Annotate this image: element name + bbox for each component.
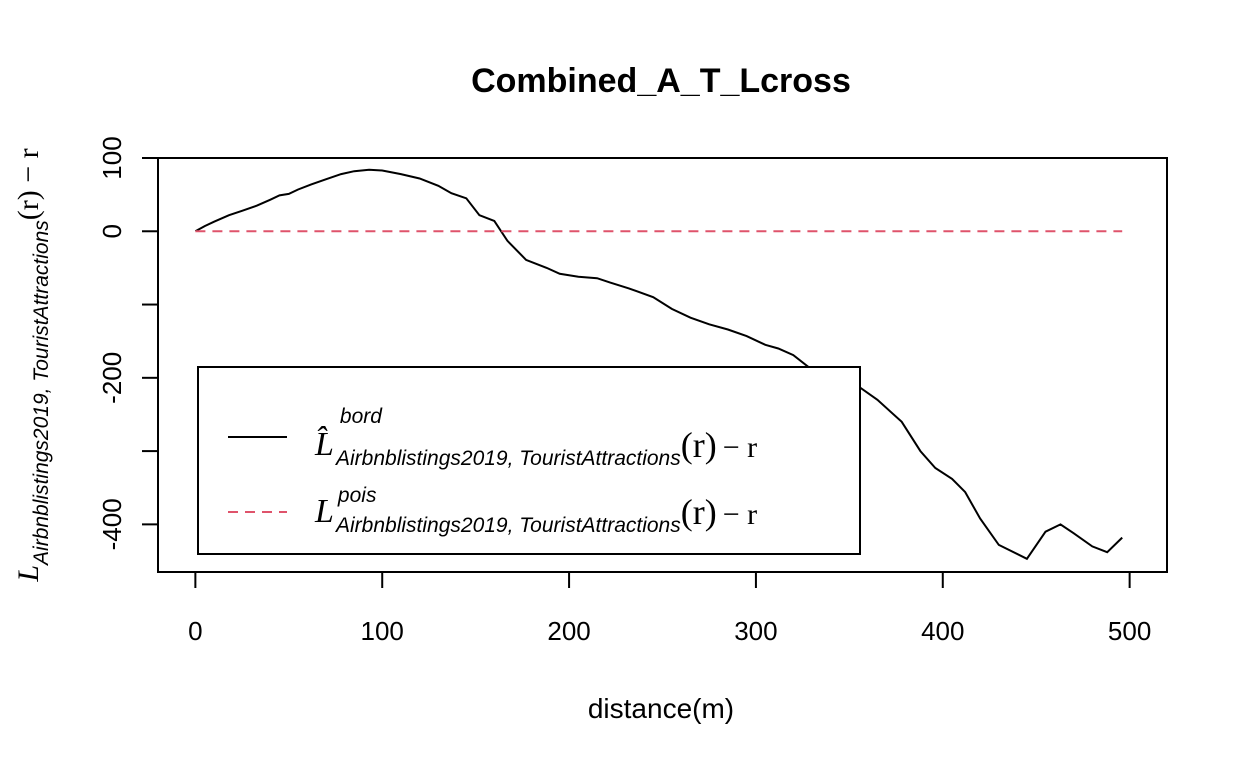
legend-bord-sub: Airbnblistings2019, TouristAttractions bbox=[334, 447, 681, 470]
legend-bord-main: L̂ bbox=[314, 425, 334, 463]
series-layer bbox=[194, 168, 1123, 561]
legend-pois-sup: pois bbox=[337, 484, 377, 507]
x-tick-label: 400 bbox=[921, 616, 964, 646]
x-tick-label: 0 bbox=[188, 616, 202, 646]
legend-pois-minus: − r bbox=[723, 498, 757, 531]
legend-bord-sup: bord bbox=[340, 405, 383, 428]
y-axis-label-main: L bbox=[12, 565, 45, 583]
legend-bord-minus: − r bbox=[723, 431, 757, 464]
x-tick-label: 300 bbox=[734, 616, 777, 646]
legend-pois-tail: (r) bbox=[681, 492, 717, 532]
y-tick-label: -200 bbox=[97, 352, 127, 404]
x-axis-label: distance(m) bbox=[588, 693, 734, 724]
legend-box bbox=[197, 366, 861, 555]
y-tick-label: 0 bbox=[97, 224, 127, 238]
y-axis: 100 0 -200 -400 bbox=[97, 136, 159, 550]
legend-pois-sub: Airbnblistings2019, TouristAttractions bbox=[334, 514, 681, 537]
x-tick-label: 100 bbox=[361, 616, 404, 646]
y-tick-label: -400 bbox=[97, 498, 127, 550]
x-tick-label: 500 bbox=[1108, 616, 1151, 646]
x-axis: 0 100 200 300 400 500 bbox=[188, 571, 1151, 646]
series-line-bord bbox=[194, 168, 1123, 561]
y-axis-label-tail: (r) − r bbox=[12, 148, 45, 220]
legend-pois-main: L bbox=[314, 493, 334, 530]
legend: L̂ bord Airbnblistings2019, TouristAttrac… bbox=[197, 366, 861, 555]
legend-entry-bord: L̂ bord Airbnblistings2019, TouristAttrac… bbox=[314, 405, 757, 470]
x-tick-label: 200 bbox=[547, 616, 590, 646]
y-tick-label: 100 bbox=[97, 136, 127, 179]
y-axis-label: LAirbnblistings2019, TouristAttractions(… bbox=[12, 148, 53, 582]
y-axis-label-sub: Airbnblistings2019, TouristAttractions bbox=[30, 220, 53, 567]
chart-title: Combined_A_T_Lcross bbox=[471, 62, 851, 100]
legend-bord-tail: (r) bbox=[681, 425, 717, 465]
